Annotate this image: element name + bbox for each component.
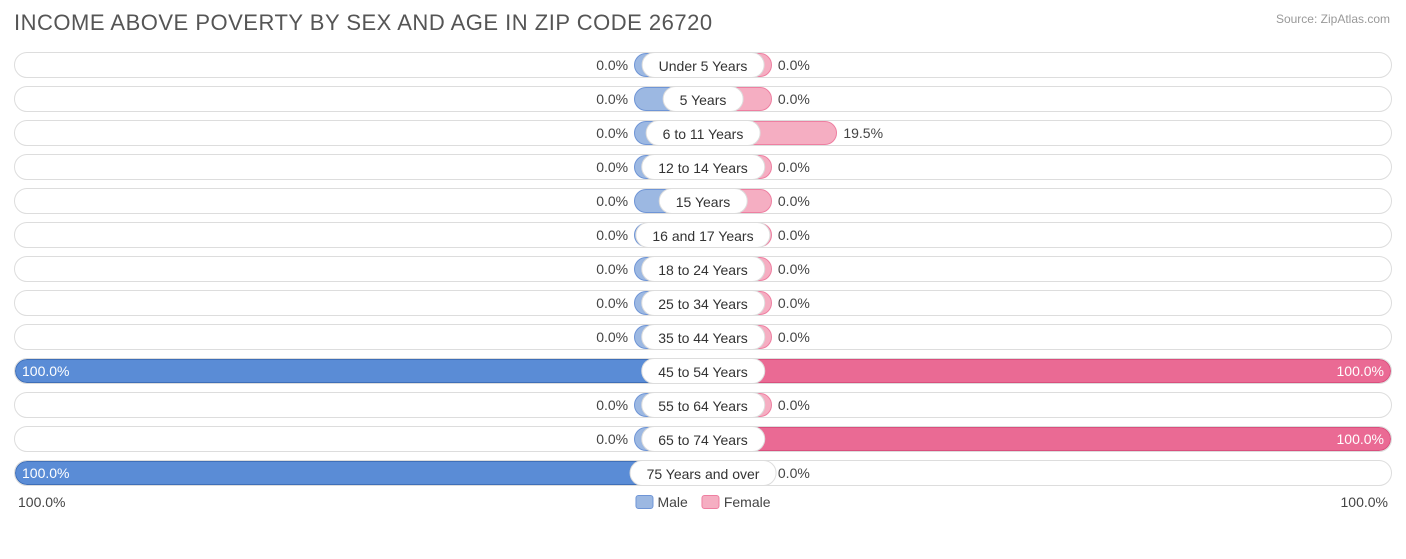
category-label: Under 5 Years [642, 52, 765, 78]
female-value-label: 0.0% [778, 188, 810, 214]
male-bar [15, 461, 703, 485]
category-label: 25 to 34 Years [641, 290, 765, 316]
female-value-label: 0.0% [778, 86, 810, 112]
male-value-label: 100.0% [22, 460, 69, 486]
chart-row: 100.0% 0.0%75 Years and over [14, 460, 1392, 486]
chart-row: 0.0% 19.5% 6 to 11 Years [14, 120, 1392, 146]
legend-female-label: Female [724, 494, 771, 510]
male-value-label: 0.0% [596, 290, 628, 316]
male-half [15, 461, 703, 485]
female-bar [703, 427, 1391, 451]
axis-row: 100.0% Male Female 100.0% [14, 494, 1392, 516]
category-label: 6 to 11 Years [646, 120, 761, 146]
category-label: 16 and 17 Years [635, 222, 770, 248]
category-label: 55 to 64 Years [641, 392, 765, 418]
female-half [703, 427, 1391, 451]
female-value-label: 0.0% [778, 392, 810, 418]
female-value-label: 100.0% [1337, 358, 1384, 384]
category-label: 45 to 54 Years [641, 358, 765, 384]
male-value-label: 0.0% [596, 154, 628, 180]
female-value-label: 19.5% [843, 120, 883, 146]
female-value-label: 100.0% [1337, 426, 1384, 452]
male-value-label: 0.0% [596, 52, 628, 78]
female-half [703, 359, 1391, 383]
legend: Male Female [635, 494, 770, 510]
male-value-label: 0.0% [596, 222, 628, 248]
chart-row: 0.0% 0.0% 15 Years [14, 188, 1392, 214]
category-label: 18 to 24 Years [641, 256, 765, 282]
chart-row: 0.0% 0.0% 12 to 14 Years [14, 154, 1392, 180]
legend-item-male: Male [635, 494, 687, 510]
female-value-label: 0.0% [778, 154, 810, 180]
female-value-label: 0.0% [778, 290, 810, 316]
male-half [15, 359, 703, 383]
male-value-label: 100.0% [22, 358, 69, 384]
female-value-label: 0.0% [778, 256, 810, 282]
female-value-label: 0.0% [778, 52, 810, 78]
female-bar [703, 359, 1391, 383]
female-swatch-icon [702, 495, 720, 509]
legend-item-female: Female [702, 494, 771, 510]
male-bar [15, 359, 703, 383]
female-value-label: 0.0% [778, 324, 810, 350]
chart-row: 0.0% 0.0% 25 to 34 Years [14, 290, 1392, 316]
male-value-label: 0.0% [596, 120, 628, 146]
chart-container: INCOME ABOVE POVERTY BY SEX AND AGE IN Z… [0, 0, 1406, 559]
axis-left-label: 100.0% [18, 494, 65, 510]
female-value-label: 0.0% [778, 460, 810, 486]
female-half [703, 121, 1391, 145]
chart-row: 0.0% 0.0% 18 to 24 Years [14, 256, 1392, 282]
male-value-label: 0.0% [596, 86, 628, 112]
male-value-label: 0.0% [596, 392, 628, 418]
female-value-label: 0.0% [778, 222, 810, 248]
category-label: 35 to 44 Years [641, 324, 765, 350]
chart-row: 100.0% 100.0% 45 to 54 Years [14, 358, 1392, 384]
chart-row: 0.0% 0.0% Under 5 Years [14, 52, 1392, 78]
chart-row: 0.0% 0.0% 35 to 44 Years [14, 324, 1392, 350]
chart-row: 0.0% 0.0% 55 to 64 Years [14, 392, 1392, 418]
legend-male-label: Male [657, 494, 687, 510]
axis-right-label: 100.0% [1341, 494, 1388, 510]
male-value-label: 0.0% [596, 426, 628, 452]
male-swatch-icon [635, 495, 653, 509]
source-attribution: Source: ZipAtlas.com [1276, 12, 1390, 26]
chart-title: INCOME ABOVE POVERTY BY SEX AND AGE IN Z… [14, 10, 1392, 36]
category-label: 15 Years [659, 188, 748, 214]
chart-row: 0.0% 0.0% 16 and 17 Years [14, 222, 1392, 248]
male-value-label: 0.0% [596, 188, 628, 214]
category-label: 65 to 74 Years [641, 426, 765, 452]
chart-row: 0.0% 0.0% 5 Years [14, 86, 1392, 112]
male-value-label: 0.0% [596, 324, 628, 350]
category-label: 12 to 14 Years [641, 154, 765, 180]
category-label: 5 Years [663, 86, 744, 112]
chart-area: 0.0%0.0%Under 5 Years0.0%0.0%5 Years0.0%… [14, 52, 1392, 486]
male-value-label: 0.0% [596, 256, 628, 282]
category-label: 75 Years and over [630, 460, 777, 486]
chart-row: 0.0% 100.0% 65 to 74 Years [14, 426, 1392, 452]
